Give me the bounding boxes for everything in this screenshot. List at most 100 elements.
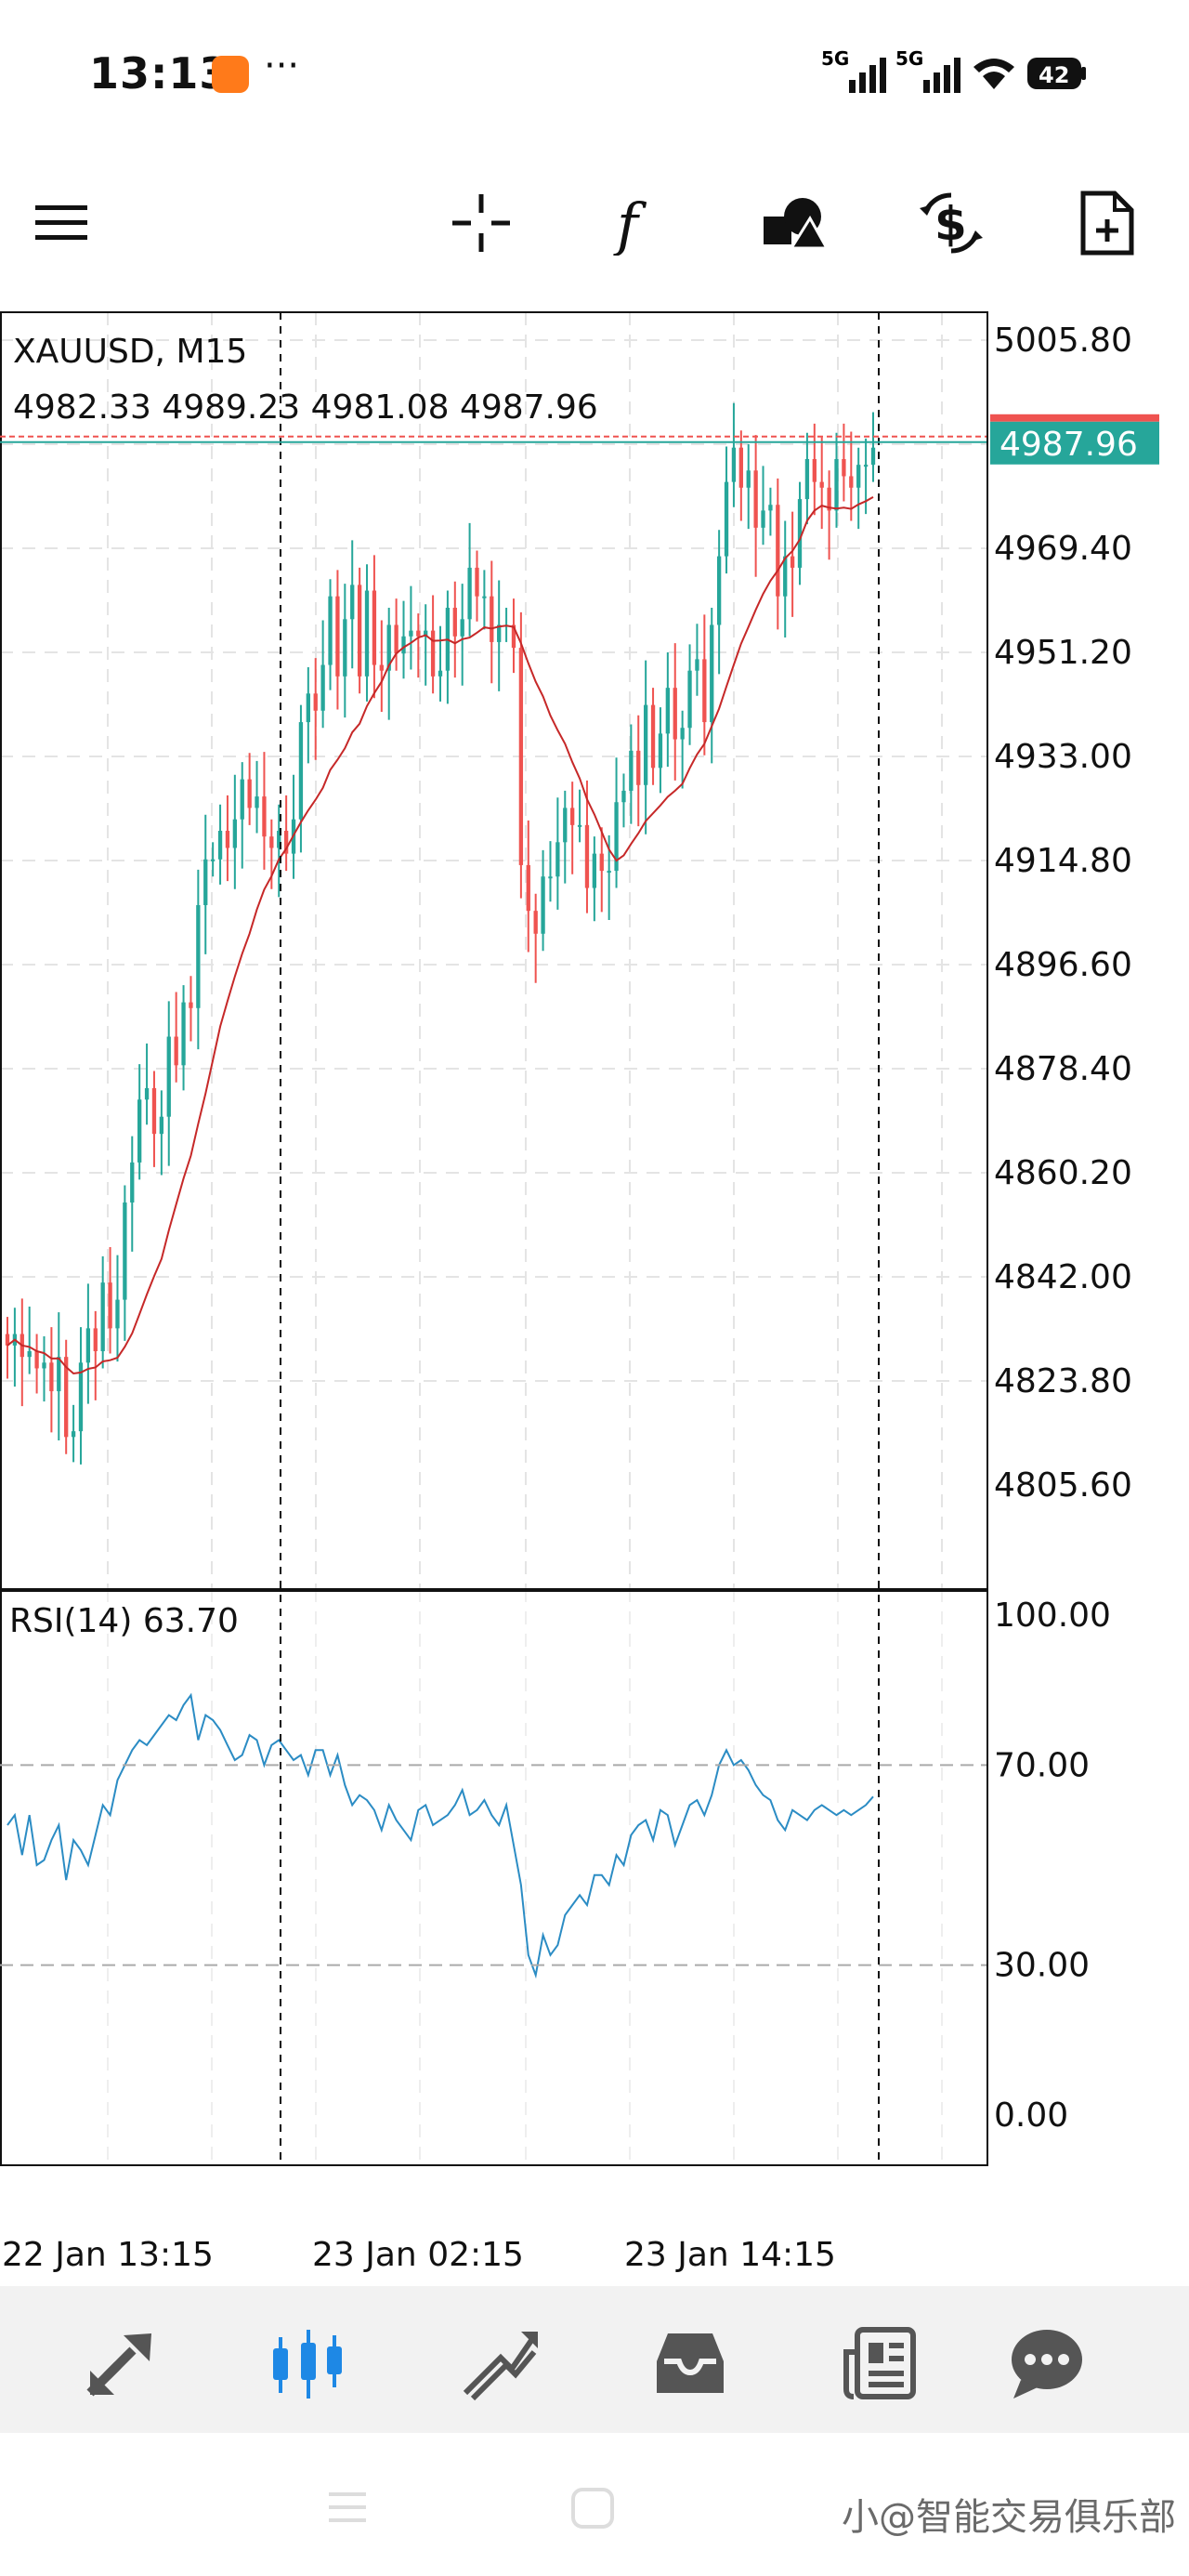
price-tick-label: 4914.80 xyxy=(994,842,1132,880)
price-tick-label: 5005.80 xyxy=(994,322,1132,360)
candle-body xyxy=(636,750,641,785)
candle-body xyxy=(225,831,230,848)
candle-body xyxy=(614,802,619,872)
candle-body xyxy=(518,648,524,865)
candle-body xyxy=(151,1087,157,1135)
candle-body xyxy=(328,596,333,665)
candle-body xyxy=(673,688,677,740)
candle-body xyxy=(108,1282,112,1329)
candle-body xyxy=(93,1328,98,1351)
candle-body xyxy=(372,590,377,665)
candle-body xyxy=(768,505,773,511)
candle-body xyxy=(130,1162,135,1203)
candle-body xyxy=(298,722,304,820)
objects-icon[interactable] xyxy=(758,186,832,260)
candles-series xyxy=(5,402,876,1465)
candle-body xyxy=(776,505,780,597)
rsi-tick-label: 100.00 xyxy=(994,1597,1111,1635)
ohlc-label: 4982.33 4989.23 4981.08 4987.96 xyxy=(13,388,598,427)
candle-body xyxy=(467,567,472,620)
candle-body xyxy=(460,619,464,637)
price-tick-label: 4805.60 xyxy=(994,1466,1132,1505)
candle-body xyxy=(247,779,252,808)
price-tick-label: 4896.60 xyxy=(994,946,1132,984)
candle-body xyxy=(255,796,259,808)
candle-body xyxy=(526,864,530,912)
news-icon[interactable] xyxy=(838,2321,921,2405)
candle-body xyxy=(533,911,538,934)
candle-body xyxy=(123,1203,127,1300)
candle-body xyxy=(34,1351,39,1369)
trade-nav-icon[interactable] xyxy=(457,2321,541,2405)
candle-body xyxy=(71,1431,76,1438)
candle-body xyxy=(804,459,810,500)
rsi-frame xyxy=(0,1588,988,2166)
new-order-icon[interactable] xyxy=(1070,186,1144,260)
candle-body xyxy=(350,585,355,620)
candle-body xyxy=(401,636,406,654)
chat-icon[interactable] xyxy=(1005,2321,1089,2405)
time-label: 23 Jan 02:15 xyxy=(312,2236,524,2274)
price-tick-label: 4969.40 xyxy=(994,530,1132,568)
candle-body xyxy=(790,556,795,568)
candle-body xyxy=(716,556,722,625)
candle-body xyxy=(863,465,869,467)
rsi-tick-label: 0.00 xyxy=(994,2096,1068,2135)
network-label-2: 5G xyxy=(895,47,923,70)
candle-body xyxy=(277,831,281,848)
time-label: 23 Jan 14:15 xyxy=(624,2236,836,2274)
candle-body xyxy=(313,693,318,711)
home-icon[interactable] xyxy=(570,2487,615,2533)
current-price-tag xyxy=(990,421,1159,465)
candle-body xyxy=(343,619,347,677)
candle-body xyxy=(643,704,648,785)
candle-body xyxy=(166,1036,171,1117)
candle-body xyxy=(217,831,223,860)
candle-body xyxy=(555,842,560,877)
candle-body xyxy=(357,585,362,677)
candle-body xyxy=(724,481,729,557)
candle-body xyxy=(541,876,545,934)
candle-body xyxy=(27,1351,32,1358)
candle-body xyxy=(5,1334,10,1346)
candle-body xyxy=(738,447,743,488)
rsi-tick-label: 70.00 xyxy=(994,1746,1090,1784)
candle-body xyxy=(424,630,428,637)
candle-body xyxy=(827,487,831,511)
candle-body xyxy=(783,556,788,597)
candle-body xyxy=(85,1328,91,1363)
quotes-nav-icon[interactable] xyxy=(78,2321,162,2405)
time-axis: 22 Jan 13:15 23 Jan 02:15 23 Jan 14:15 xyxy=(2,2236,836,2274)
candle-body xyxy=(196,905,201,1008)
candle-body xyxy=(658,733,663,769)
candle-body xyxy=(834,459,839,511)
current-price-label: 4987.96 xyxy=(1000,426,1138,464)
candle-body xyxy=(731,447,737,482)
candle-body xyxy=(452,608,457,637)
candle-body xyxy=(416,630,421,637)
price-tick-label: 4860.20 xyxy=(994,1154,1132,1192)
symbol-label: XAUUSD, M15 xyxy=(13,333,247,371)
trade-icon[interactable]: $ xyxy=(914,186,988,260)
candle-body xyxy=(680,728,685,740)
candle-body xyxy=(174,1036,178,1066)
price-chart[interactable]: 5005.80 4969.40 4951.20 4933.00 4914.80 4896.… xyxy=(0,307,1189,2286)
crosshair-icon[interactable] xyxy=(444,186,518,260)
candle-body xyxy=(710,624,714,723)
rsi-line xyxy=(7,1692,874,1979)
candle-body xyxy=(665,688,671,734)
candle-body xyxy=(438,670,443,677)
candle-body xyxy=(364,590,370,677)
time-label: 22 Jan 13:15 xyxy=(2,2236,214,2274)
candle-body xyxy=(842,459,846,477)
candle-body xyxy=(262,796,267,837)
rsi-tick-label: 30.00 xyxy=(994,1947,1090,1985)
candle-body xyxy=(490,596,494,642)
recent-apps-icon[interactable] xyxy=(327,2489,368,2530)
candle-body xyxy=(232,819,238,848)
chart-nav-icon[interactable] xyxy=(266,2321,349,2405)
function-icon[interactable]: f xyxy=(600,186,674,260)
menu-icon[interactable] xyxy=(24,186,98,260)
network-label: 5G xyxy=(821,47,849,70)
inbox-icon[interactable] xyxy=(648,2321,732,2405)
